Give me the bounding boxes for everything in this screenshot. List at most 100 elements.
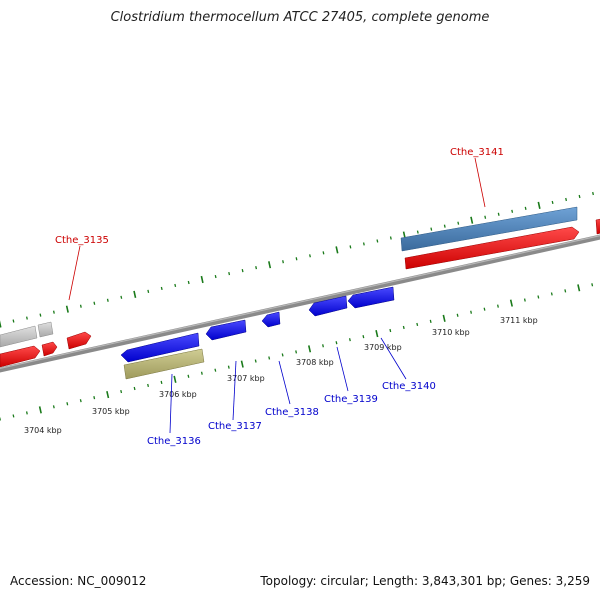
reverse-genes [120,286,395,380]
kbp-tick-labels: 3704 kbp 3705 kbp 3706 kbp 3707 kbp 3708… [24,316,538,435]
minor-tick [160,380,163,384]
label-leaders [68,157,486,434]
kbp-label: 3708 kbp [296,358,334,367]
topology-text: Topology: circular; Length: 3,843,301 bp… [260,574,590,588]
minor-tick [174,283,177,288]
gene-cthe-3138[interactable] [261,311,281,328]
minor-tick [66,402,69,406]
gene-forward-3[interactable] [0,345,41,368]
minor-tick [322,251,325,255]
reverse-tick-ring [0,283,594,421]
minor-tick [389,328,392,333]
gene-label-reverse[interactable]: Cthe_3140 [382,381,436,392]
minor-tick [335,341,338,345]
minor-tick [200,371,203,375]
minor-tick [282,260,284,264]
minor-tick [214,368,217,372]
gene-labels: Cthe_3135 Cthe_3141 Cthe_3136 Cthe_3137 … [55,147,504,447]
major-tick [509,299,513,307]
major-tick [0,320,2,328]
minor-tick [106,298,109,302]
minor-tick [376,239,379,243]
minor-tick [389,236,392,240]
minor-tick [187,280,190,285]
forward-genes [0,206,600,368]
minor-tick [214,274,217,279]
major-tick [537,201,541,209]
gene-forward-6[interactable] [404,226,580,270]
major-tick [173,375,177,383]
minor-tick [457,221,460,225]
gene-cthe-3136[interactable] [120,332,200,363]
kbp-label: 3706 kbp [159,390,197,399]
major-tick [335,246,339,254]
minor-tick [565,197,568,202]
gene-label-forward[interactable]: Cthe_3135 [55,235,109,246]
minor-tick [147,289,150,293]
minor-tick [497,304,499,308]
minor-tick [591,283,594,287]
minor-tick [511,209,514,213]
minor-tick [402,325,405,330]
gene-label-reverse[interactable]: Cthe_3138 [265,407,319,418]
kbp-label: 3710 kbp [432,328,470,337]
minor-tick [322,344,324,348]
major-tick [268,261,272,269]
minor-tick [429,319,432,323]
gene-other-1[interactable] [37,321,54,338]
gene-cthe-3137[interactable] [205,319,247,341]
minor-tick [25,411,28,415]
gene-label-forward[interactable]: Cthe_3141 [450,147,504,158]
minor-tick [187,374,190,378]
gene-label-reverse[interactable]: Cthe_3137 [208,421,262,432]
minor-tick [483,307,486,311]
minor-tick [295,257,298,261]
minor-tick [551,200,554,205]
gene-pseudo-olive[interactable] [123,348,205,380]
minor-tick [309,254,311,258]
minor-tick [416,322,419,327]
minor-tick [147,383,150,388]
kbp-label: 3704 kbp [24,426,62,435]
accession-text: Accession: NC_009012 [10,574,147,588]
gene-label-reverse[interactable]: Cthe_3139 [324,394,378,405]
minor-tick [255,266,258,270]
major-tick [470,216,474,224]
minor-tick [524,206,527,210]
minor-tick [120,295,123,299]
gene-cthe-3141-rna[interactable] [400,206,578,252]
kbp-label: 3707 kbp [227,374,265,383]
gene-forward-7[interactable] [595,218,600,235]
minor-tick [133,386,136,391]
major-tick [200,275,204,284]
major-tick [106,391,110,399]
minor-tick [268,356,271,360]
major-tick [375,329,379,338]
gene-other-2[interactable] [0,325,38,348]
minor-tick [416,230,419,234]
minor-tick [12,319,15,323]
major-tick [442,314,446,322]
minor-tick [470,310,473,314]
minor-tick [52,310,55,314]
minor-tick [430,227,433,231]
gene-cthe-3140[interactable] [347,286,395,309]
forward-tick-ring [0,191,594,328]
map-title: Clostridium thermocellum ATCC 27405, com… [110,10,490,25]
gene-cthe-3135[interactable] [66,331,92,350]
minor-tick [25,316,28,320]
gene-label-reverse[interactable]: Cthe_3136 [147,436,201,447]
minor-tick [228,271,231,276]
gene-cthe-3139[interactable] [308,295,348,317]
gene-forward-4[interactable] [41,341,58,357]
major-tick [577,284,581,292]
minor-tick [443,224,446,228]
major-tick [240,360,244,368]
minor-tick [523,298,526,302]
minor-tick [39,313,42,317]
minor-tick [12,414,15,418]
major-tick [307,345,312,353]
minor-tick [227,365,230,369]
genome-backbone [0,234,600,373]
